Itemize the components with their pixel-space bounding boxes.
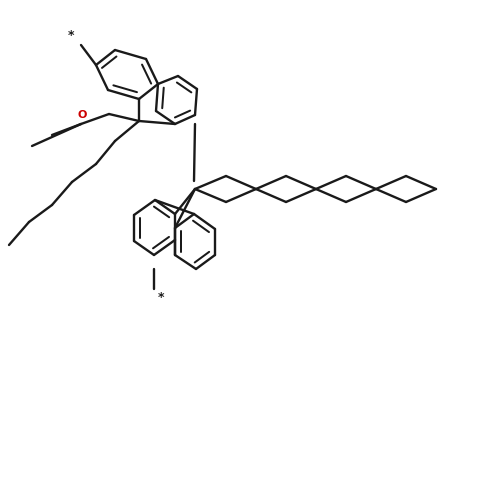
- Text: O: O: [78, 110, 86, 120]
- Text: *: *: [158, 292, 164, 304]
- Text: *: *: [68, 30, 74, 43]
